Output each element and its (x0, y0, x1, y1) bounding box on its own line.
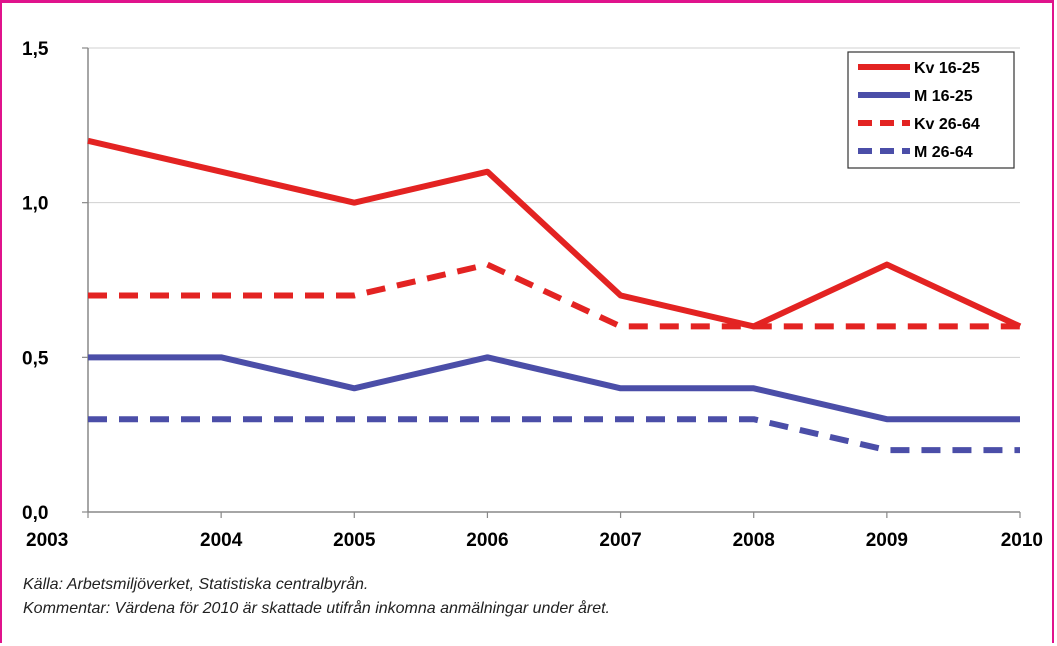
x-tick-label: 2008 (733, 530, 775, 551)
x-tick-label: 2004 (200, 530, 243, 551)
y-tick-label: 0,0 (22, 503, 48, 524)
series-lines (87, 137, 1022, 454)
legend-label: M 26-64 (914, 144, 973, 161)
series-line-m-16-25 (88, 354, 1020, 423)
x-tick-label: 2003 (26, 530, 68, 551)
x-tick-label: 2005 (333, 530, 376, 551)
y-tick-label: 1,0 (22, 194, 48, 215)
series-line-kv-16-25 (87, 137, 1022, 330)
source-note: Källa: Arbetsmiljöverket, Statistiska ce… (23, 576, 369, 593)
chart-notes: Källa: Arbetsmiljöverket, Statistiska ce… (23, 573, 610, 621)
y-tick-label: 0,5 (22, 348, 49, 369)
x-tick-label: 2007 (599, 530, 641, 551)
x-tick-label: 2006 (466, 530, 508, 551)
legend-label: M 16-25 (914, 88, 973, 105)
gridlines (88, 47, 1020, 358)
y-tick-label: 1,5 (22, 39, 49, 60)
line-chart: 0,0 0,5 1,0 1,5 2003 2004 2005 2006 2007 2008 2009… (22, 39, 1043, 551)
tick-labels: 0,0 0,5 1,0 1,5 2003 2004 2005 2006 2007 2008 2009… (22, 39, 1043, 551)
legend-label: Kv 16-25 (914, 60, 980, 77)
x-tick-label: 2009 (866, 530, 908, 551)
series-line-kv-26-64 (88, 261, 1020, 330)
series-line-m-26-64 (88, 416, 1020, 454)
legend-label: Kv 26-64 (914, 116, 980, 133)
axes (82, 47, 1021, 518)
legend: Kv 16-25 M 16-25 Kv 26-64 M 26-64 (847, 51, 1015, 169)
legend-box (847, 51, 1015, 169)
x-tick-label: 2010 (1001, 530, 1043, 551)
comment-note: Kommentar: Värdena för 2010 är skattade … (23, 600, 610, 617)
